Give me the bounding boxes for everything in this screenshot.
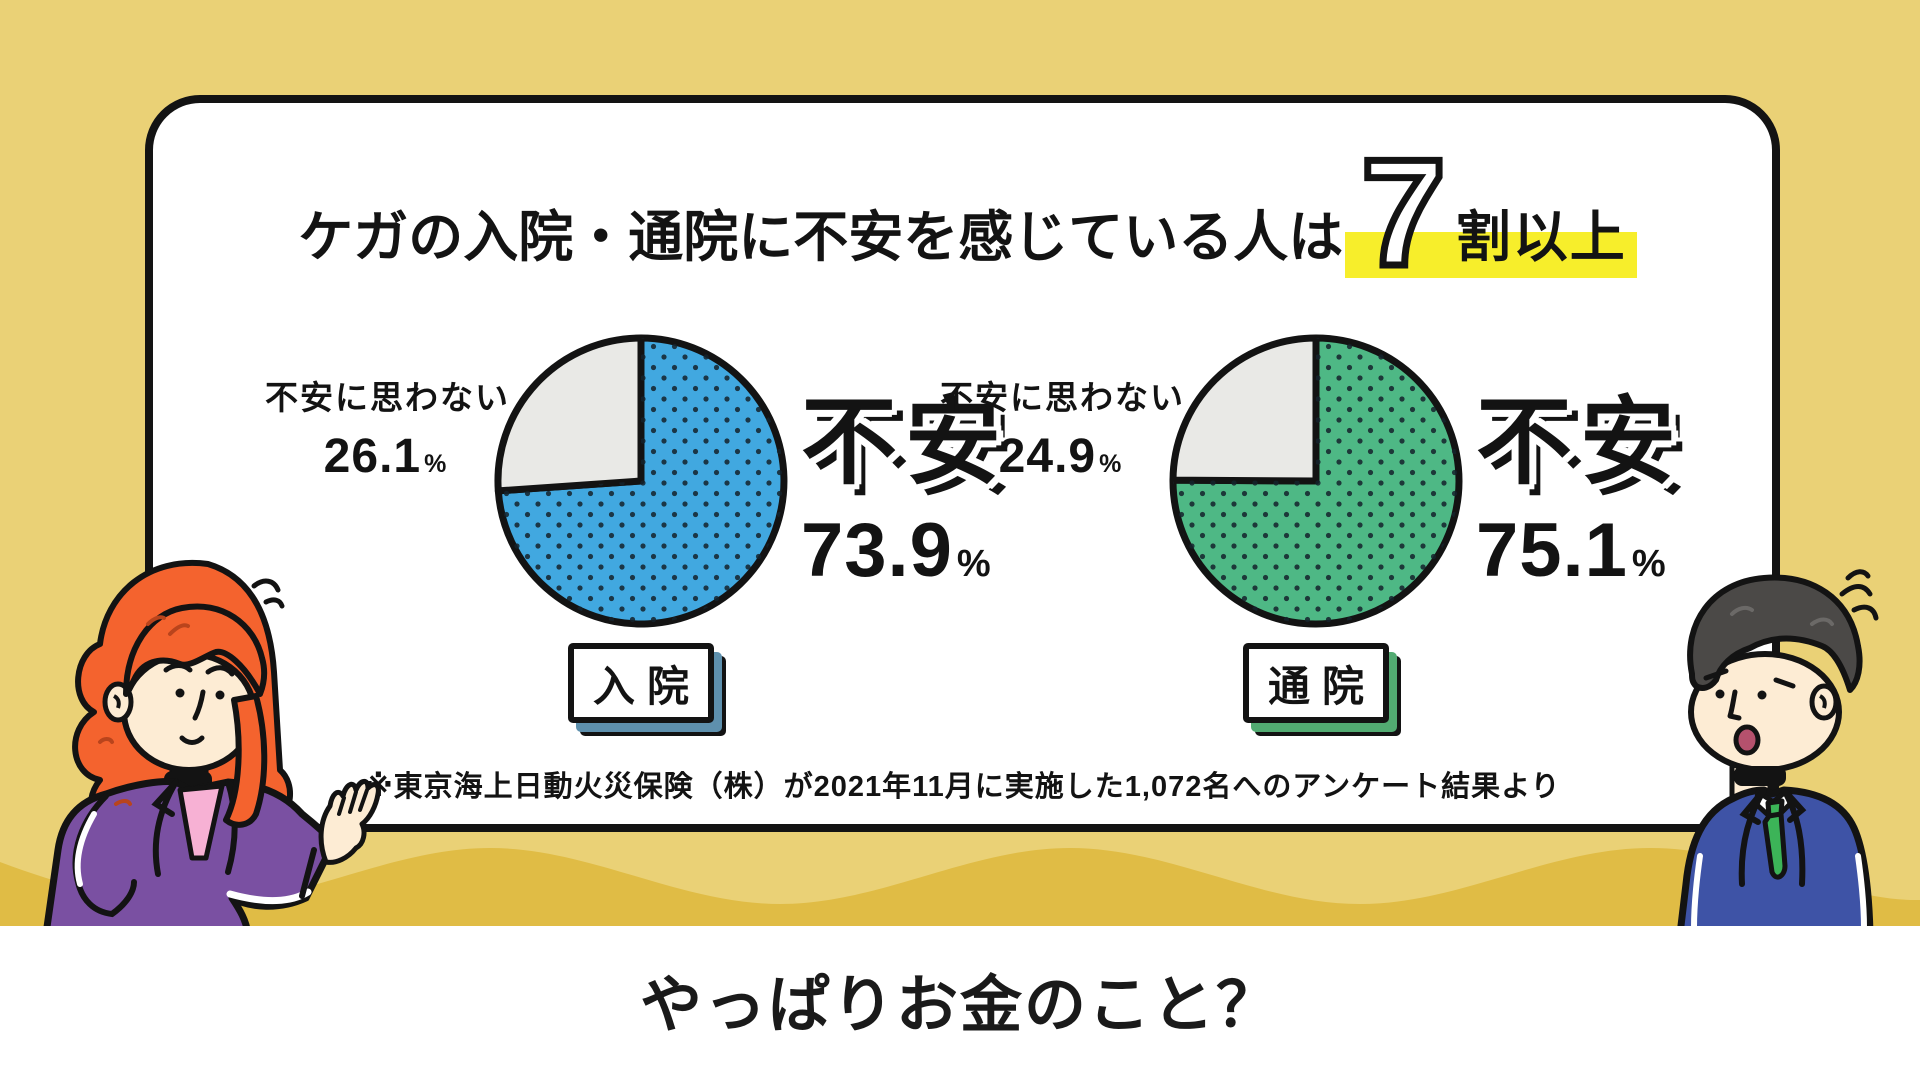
woman-ear-line — [112, 694, 121, 709]
woman-nose — [192, 689, 206, 721]
category-box-hospitalization: 入院 — [568, 643, 714, 723]
not-anxious-value: 26.1% — [323, 430, 447, 483]
man-hair-details — [1730, 605, 1834, 626]
not-anxious-text: 不安に思わない — [940, 379, 1185, 416]
woman-mouth — [179, 735, 205, 745]
woman-eye-right — [215, 690, 225, 700]
not-anxious-label-hospitalization: 不安に思わない 26.1% — [265, 371, 510, 484]
slice-anxious-halftone — [498, 338, 784, 624]
woman-jacket-highlight-left — [74, 811, 97, 887]
woman-hand-finger-lines — [337, 788, 369, 816]
man-eye-right — [1757, 690, 1767, 700]
man-eye-left — [1715, 689, 1725, 699]
man-chin-shadow — [1734, 766, 1786, 786]
headline-highlight — [1345, 231, 1637, 278]
man-eyebrows — [1703, 668, 1796, 689]
woman-eye-left — [175, 688, 185, 698]
headline: ケガの入院・通院に不安を感じている人は 7 割以上 — [153, 128, 1772, 298]
anxious-label-outpatient: 不安 75.1% — [1476, 395, 1776, 594]
headline-suffix: 割以上 — [1455, 206, 1627, 269]
man-lapels — [1738, 787, 1807, 887]
man-hair-strands — [1839, 569, 1879, 621]
anxious-value: 75.1% — [1476, 508, 1666, 593]
man-tie — [1762, 798, 1788, 880]
headline-number-7: 7 — [1358, 128, 1450, 298]
bottom-band: やっぱりお金のこと？ — [0, 926, 1920, 1080]
wave-decoration — [0, 848, 1920, 932]
info-card: ケガの入院・通院に不安を感じている人は 7 割以上 不安に思わない 26.1% — [145, 95, 1780, 832]
headline-highlight-group: 7 割以上 — [1345, 128, 1637, 298]
man-illustration — [1676, 569, 1879, 934]
slice-anxious-halftone — [1172, 338, 1459, 624]
slice-not-anxious — [1169, 334, 1320, 485]
woman-hair-strands — [146, 615, 190, 636]
anxious-text: 不安 — [1476, 389, 1684, 496]
headline-text: ケガの入院・通院に不安を感じている人は — [298, 206, 1344, 269]
anxious-text: 不安 — [801, 389, 1009, 496]
woman-illustration — [42, 559, 381, 934]
woman-hand — [318, 779, 381, 865]
woman-curl-details — [98, 737, 132, 806]
woman-shirt — [177, 783, 225, 861]
category-box-outpatient: 通院 — [1243, 643, 1389, 723]
footnote: ※東京海上日動火災保険（株）が2021年11月に実施した1,072名へのアンケー… — [364, 771, 1561, 803]
slice-not-anxious — [494, 334, 645, 495]
not-anxious-label-outpatient: 不安に思わない 24.9% — [940, 371, 1185, 484]
bottom-question: やっぱりお金のこと？ — [639, 971, 1280, 1040]
man-mouth — [1733, 724, 1761, 756]
woman-hair-strand-right — [223, 693, 268, 828]
man-nose — [1727, 689, 1742, 721]
not-anxious-text: 不安に思わない — [265, 379, 510, 416]
woman-hair-flick — [251, 578, 285, 609]
man-suit-highlights — [1691, 853, 1867, 931]
anxious-label-hospitalization: 不安 73.9% — [801, 395, 1101, 594]
pie-chart-outpatient — [1169, 334, 1463, 628]
man-ear-line — [1818, 694, 1827, 709]
woman-bangs — [123, 603, 268, 697]
man-hair — [1687, 574, 1863, 693]
woman-cuff-line — [299, 847, 317, 899]
not-anxious-value: 24.9% — [998, 430, 1122, 483]
pie-chart-hospitalization — [494, 334, 788, 628]
anxious-value: 73.9% — [801, 508, 991, 593]
woman-eyebrows — [163, 663, 235, 677]
woman-lapels — [151, 779, 251, 877]
